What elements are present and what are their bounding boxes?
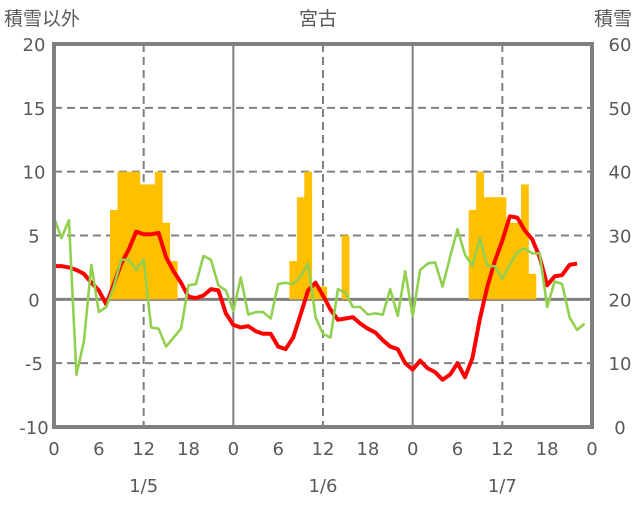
- snow-bar: [304, 171, 313, 300]
- green-series-line: [52, 217, 586, 376]
- x-tick-label: 0: [48, 439, 59, 460]
- x-tick-label: 0: [407, 439, 418, 460]
- x-tick-label: 0: [586, 439, 597, 460]
- chart-title: 宮古: [299, 8, 337, 30]
- snow-bar: [296, 197, 305, 300]
- left-tick-label: -5: [25, 354, 43, 375]
- right-tick-label: 40: [609, 163, 632, 184]
- x-tick-label: 6: [93, 439, 104, 460]
- snow-bar: [311, 286, 320, 300]
- right-tick-label: 50: [609, 99, 632, 120]
- snow-bar: [147, 184, 156, 300]
- snow-bar: [110, 209, 118, 300]
- plot-border: [52, 42, 594, 429]
- snow-bar: [506, 222, 514, 300]
- right-axis-label: 積雪: [594, 8, 632, 30]
- snow-bar: [528, 273, 537, 300]
- left-tick-label: -10: [19, 418, 48, 439]
- x-tick-label: 12: [312, 439, 335, 460]
- left-tick-label: 10: [23, 163, 46, 184]
- left-tick-label: 20: [23, 35, 46, 56]
- plot-frame: [52, 42, 594, 429]
- snow-bar: [124, 171, 133, 300]
- snow-bar: [476, 171, 484, 300]
- date-label: 1/5: [129, 476, 158, 497]
- snow-bar: [139, 184, 148, 300]
- date-label: 1/7: [488, 476, 517, 497]
- snow-bar: [341, 235, 350, 300]
- left-tick-label: 15: [23, 99, 46, 120]
- right-tick-label: 0: [614, 418, 625, 439]
- right-tick-label: 60: [609, 35, 632, 56]
- left-tick-label: 5: [28, 227, 39, 248]
- x-tick-label: 18: [356, 439, 379, 460]
- snow-bar: [468, 209, 477, 300]
- x-tick-label: 12: [132, 439, 155, 460]
- date-label: 1/6: [309, 476, 338, 497]
- snow-bar: [513, 222, 522, 300]
- snow-bar: [289, 261, 298, 300]
- red-series-line: [54, 214, 578, 382]
- x-tick-label: 12: [491, 439, 514, 460]
- right-tick-label: 10: [609, 354, 632, 375]
- x-tick-label: 0: [228, 439, 239, 460]
- x-tick-label: 6: [452, 439, 463, 460]
- x-tick-label: 6: [272, 439, 283, 460]
- right-tick-label: 20: [609, 290, 632, 311]
- right-tick-label: 30: [609, 227, 632, 248]
- snow-bar: [483, 197, 492, 300]
- left-tick-label: 0: [28, 290, 39, 311]
- snow-bar: [117, 171, 126, 300]
- left-axis-label: 積雪以外: [4, 8, 80, 30]
- x-tick-label: 18: [177, 439, 200, 460]
- x-tick-label: 18: [536, 439, 559, 460]
- snow-bar: [491, 197, 499, 300]
- snow-bar: [521, 184, 529, 300]
- snow-bar: [498, 197, 507, 300]
- snow-bar: [169, 261, 178, 300]
